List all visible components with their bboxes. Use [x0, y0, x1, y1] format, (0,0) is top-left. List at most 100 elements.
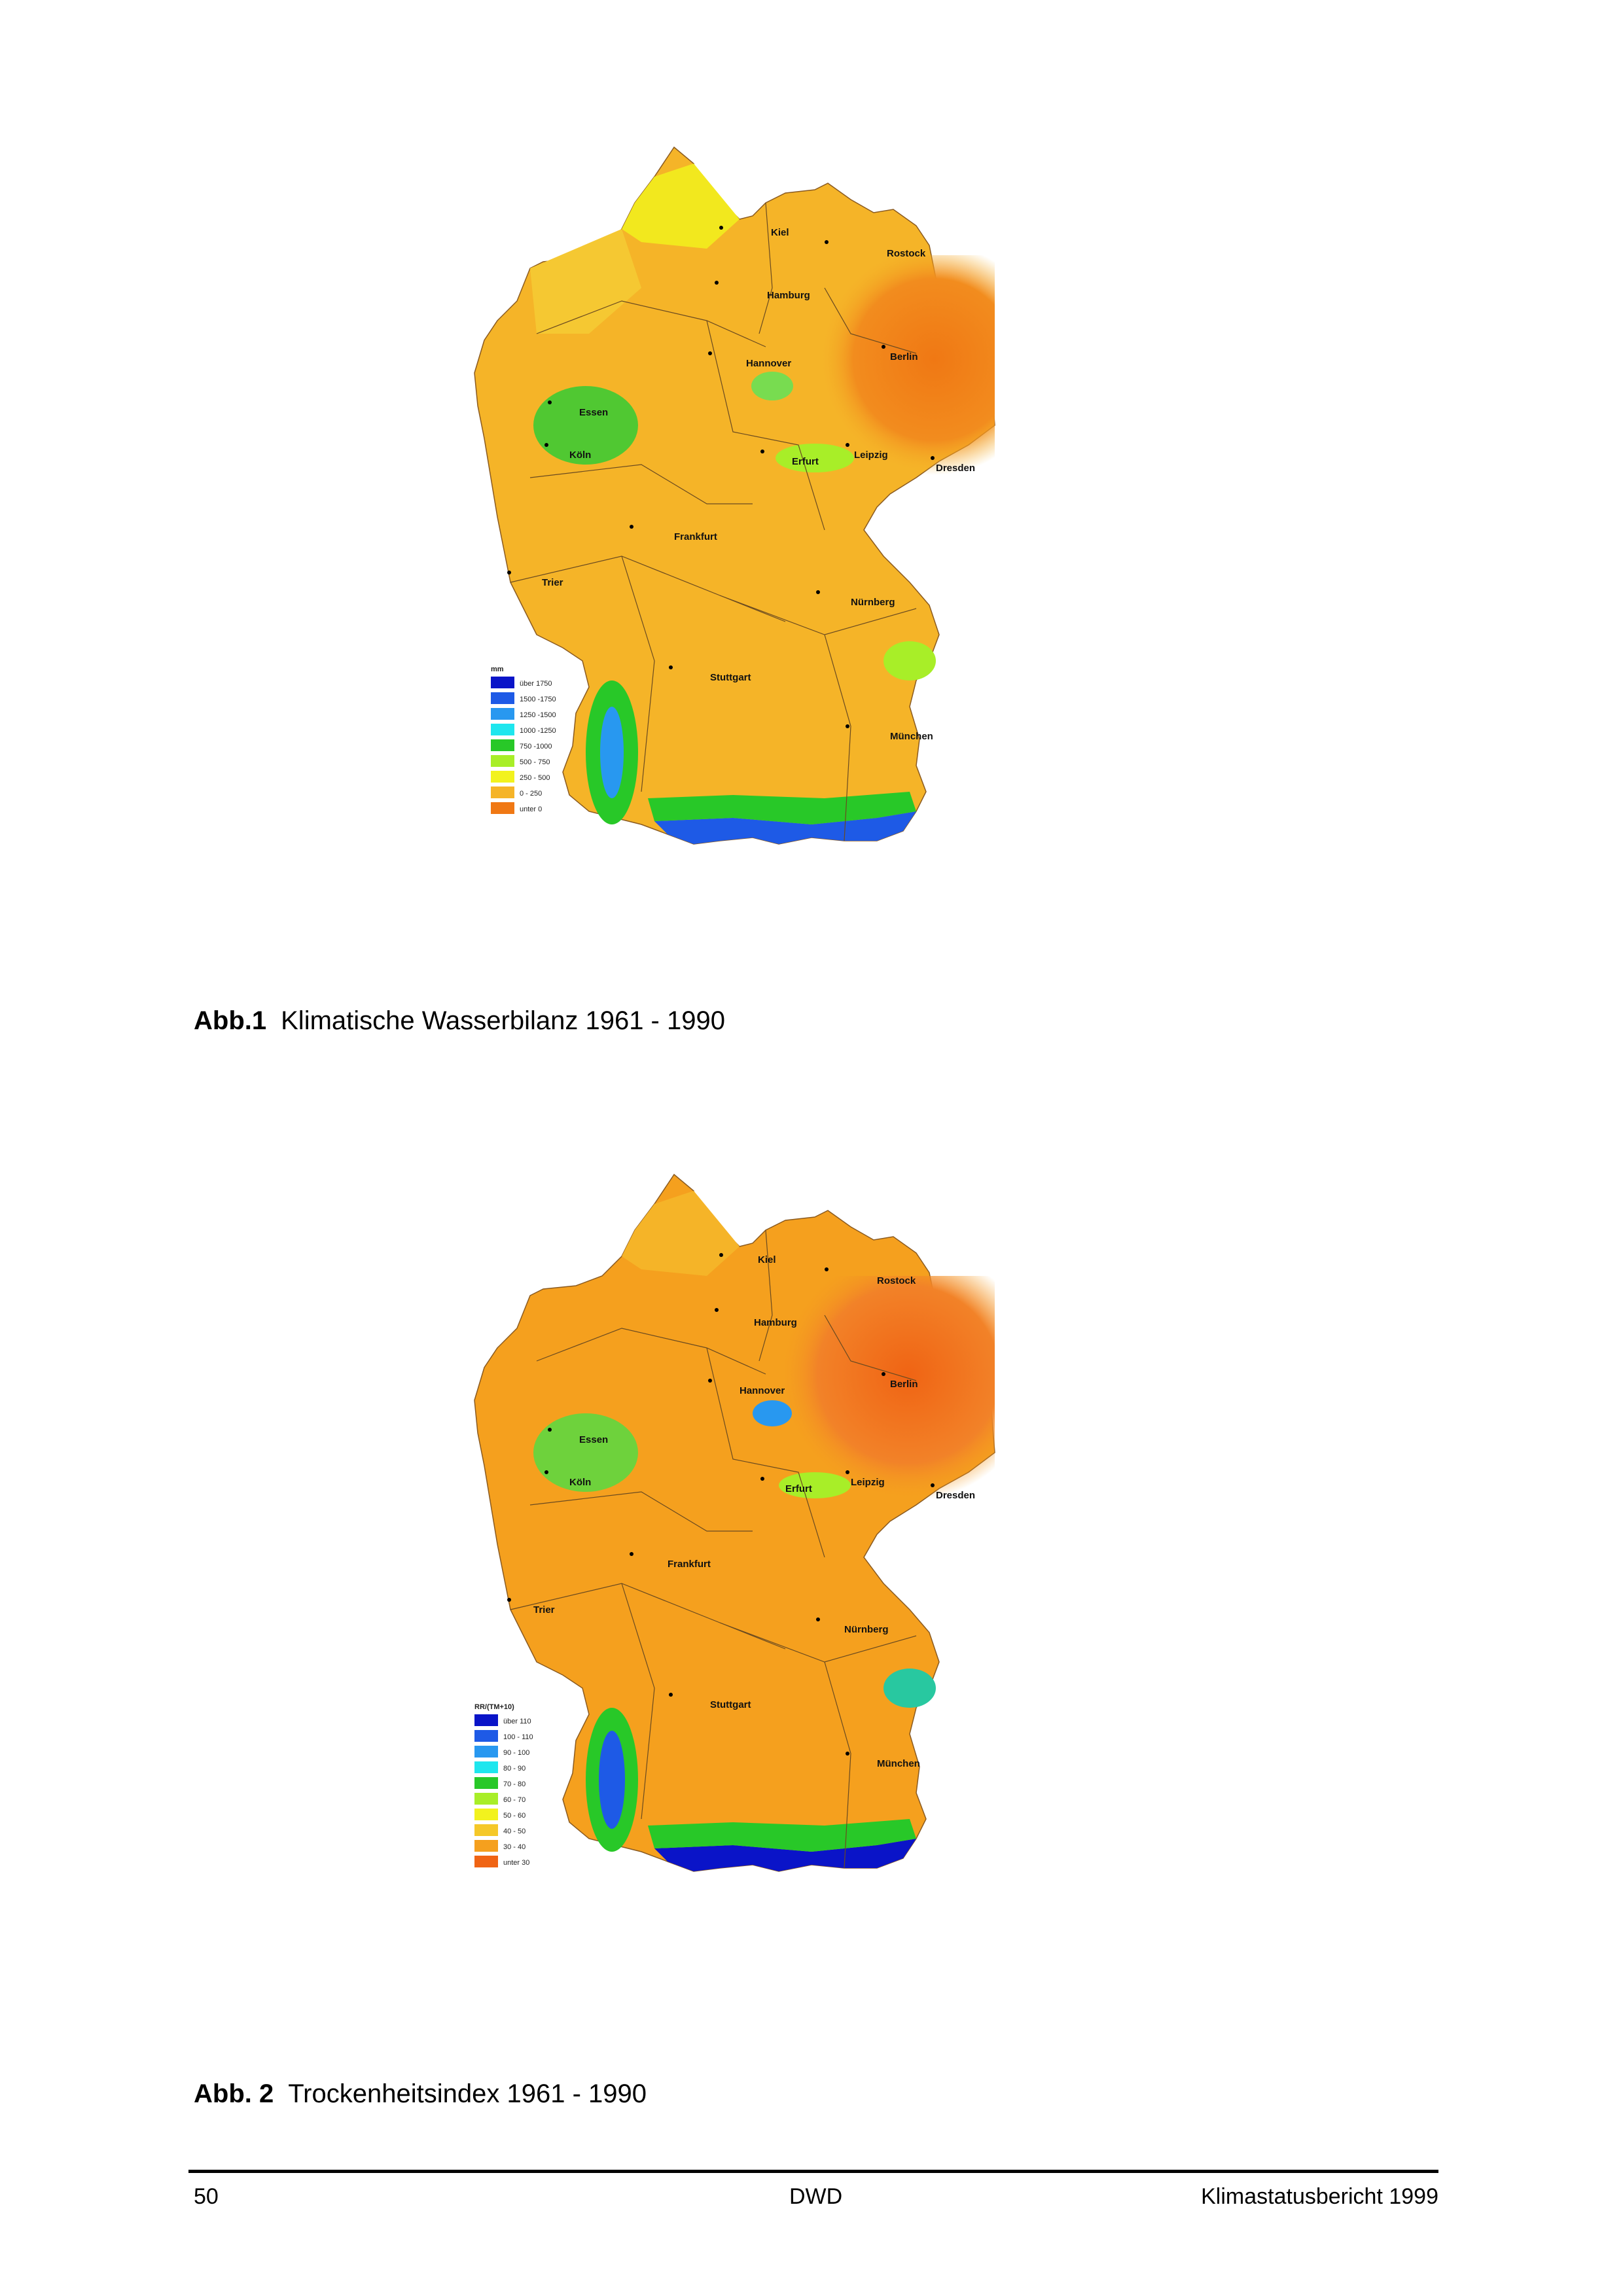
harz-wet-region [753, 1400, 792, 1426]
alps-foothills [648, 1819, 916, 1852]
city-dot-trier [507, 1598, 511, 1602]
city-dot-hamburg [715, 281, 719, 285]
city-label-rostock: Rostock [877, 1275, 916, 1286]
state-borders [510, 1229, 917, 1869]
city-dot-muenchen [846, 724, 849, 728]
city-label-leipzig: Leipzig [854, 450, 888, 461]
legend-label: 80 - 90 [503, 1765, 526, 1773]
city-dot-stuttgart [669, 665, 673, 669]
bayer-wald-region [883, 641, 936, 680]
city-dot-hannover [708, 351, 712, 355]
city-labels: Kiel Rostock Hamburg Hannover Berlin Ess… [542, 227, 975, 742]
city-label-hamburg: Hamburg [767, 290, 810, 301]
city-label-dresden: Dresden [936, 463, 975, 474]
legend-swatch [474, 1793, 498, 1805]
city-dot-leipzig [846, 443, 849, 447]
city-dot-erfurt [760, 450, 764, 453]
figure-title-1: Klimatische Wasserbilanz 1961 - 1990 [281, 1006, 725, 1035]
city-dot-berlin [882, 1372, 885, 1376]
city-label-kiel: Kiel [758, 1254, 776, 1265]
alps-region [654, 1839, 916, 1871]
city-dot-rostock [825, 1267, 829, 1271]
city-label-trier: Trier [542, 577, 563, 588]
legend-swatch [491, 739, 514, 751]
footer-rule [188, 2170, 1438, 2173]
city-label-muenchen: München [890, 731, 933, 742]
city-markers [507, 1253, 935, 1756]
figure-caption-2: Abb. 2 Trockenheitsindex 1961 - 1990 [194, 2079, 647, 2109]
state-borders [510, 202, 917, 841]
legend-label: 750 -1000 [520, 743, 552, 751]
legend-label: 250 - 500 [520, 774, 550, 782]
legend-label: 1250 -1500 [520, 711, 556, 719]
city-dot-kiel [719, 226, 723, 230]
page-number: 50 [194, 2184, 219, 2209]
legend-label: 1000 -1250 [520, 727, 556, 735]
aridity-index-map-svg: Kiel Rostock Hamburg Hannover Berlin Ess… [474, 1173, 995, 1872]
city-dot-erfurt [760, 1477, 764, 1481]
footer-report-title: Klimastatusbericht 1999 [1201, 2184, 1438, 2209]
schwarzwald-peak-region [599, 1731, 625, 1829]
aridity-index-legend: RR/(TM+10) über 110 100 - 110 90 - 100 80 - … [474, 1703, 533, 1867]
legend-label: 1500 -1750 [520, 696, 556, 703]
legend-swatch [491, 692, 514, 704]
city-dot-essen [548, 1428, 552, 1432]
city-label-kiel: Kiel [771, 227, 789, 238]
legend-label: 60 - 70 [503, 1796, 526, 1804]
city-dot-koeln [544, 1470, 548, 1474]
bayer-wald-region [883, 1669, 936, 1708]
legend-label: über 1750 [520, 680, 552, 688]
city-label-nuernberg: Nürnberg [844, 1624, 889, 1635]
legend-swatch [491, 708, 514, 720]
city-dot-trier [507, 571, 511, 574]
city-label-frankfurt: Frankfurt [668, 1559, 711, 1570]
schwarzwald-peak-region [600, 707, 624, 798]
city-dot-stuttgart [669, 1693, 673, 1697]
legend-swatch [474, 1761, 498, 1773]
city-dot-dresden [931, 1483, 935, 1487]
city-dot-koeln [544, 443, 548, 447]
figure-number-1: Abb.1 [194, 1006, 267, 1035]
legend-label: unter 0 [520, 805, 542, 813]
sauerland-wet-region [533, 1413, 638, 1492]
city-label-hannover: Hannover [746, 358, 791, 369]
legend-swatch [474, 1714, 498, 1726]
city-dot-kiel [719, 1253, 723, 1257]
legend-swatch [491, 771, 514, 783]
city-label-essen: Essen [579, 1434, 608, 1445]
water-balance-map-svg: Kiel Rostock Hamburg Hannover Berlin Ess… [474, 146, 995, 845]
legend-label: 100 - 110 [503, 1733, 533, 1741]
legend-swatch [474, 1746, 498, 1757]
city-label-stuttgart: Stuttgart [710, 672, 751, 683]
northwest-lighter-region [530, 229, 641, 334]
city-label-berlin: Berlin [890, 351, 918, 362]
city-dot-dresden [931, 456, 935, 460]
alps-region [654, 811, 916, 844]
city-markers [507, 226, 935, 728]
city-label-berlin: Berlin [890, 1379, 918, 1390]
city-label-hamburg: Hamburg [754, 1317, 797, 1328]
water-balance-map: Kiel Rostock Hamburg Hannover Berlin Ess… [458, 137, 1113, 981]
harz-wet-region [751, 372, 793, 400]
city-label-dresden: Dresden [936, 1490, 975, 1501]
city-dot-hannover [708, 1379, 712, 1383]
city-labels: Kiel Rostock Hamburg Hannover Berlin Ess… [533, 1254, 975, 1769]
legend-swatch [491, 786, 514, 798]
thueringer-wald-region [779, 1472, 851, 1498]
city-label-hannover: Hannover [740, 1385, 785, 1396]
east-dry-region [707, 1276, 995, 1557]
legend-swatch [491, 755, 514, 767]
legend-title: mm [491, 665, 504, 673]
legend-swatch [474, 1824, 498, 1836]
legend-swatch [474, 1777, 498, 1789]
city-dot-nuernberg [816, 1617, 820, 1621]
legend-label: 90 - 100 [503, 1749, 529, 1757]
city-label-frankfurt: Frankfurt [674, 531, 717, 542]
city-label-erfurt: Erfurt [785, 1483, 812, 1494]
legend-label: unter 30 [503, 1859, 529, 1867]
city-dot-essen [548, 400, 552, 404]
legend-label: 500 - 750 [520, 758, 550, 766]
figure-number-2: Abb. 2 [194, 2079, 274, 2108]
city-dot-rostock [825, 240, 829, 244]
footer-publisher: DWD [789, 2184, 843, 2209]
